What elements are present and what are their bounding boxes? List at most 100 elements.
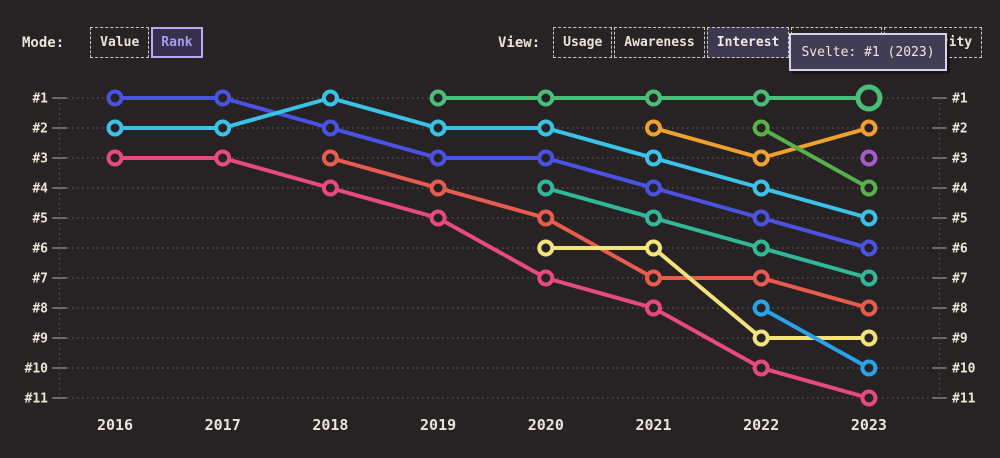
point-cyan-2018[interactable] bbox=[321, 89, 339, 107]
rank-label-right-#4: #4 bbox=[952, 182, 968, 197]
year-label-2016: 2016 bbox=[97, 416, 133, 434]
tooltip: Svelte: #1 (2023) bbox=[789, 33, 947, 71]
year-label-2020: 2020 bbox=[528, 416, 564, 434]
point-salmon-2018[interactable] bbox=[321, 149, 339, 167]
point-blue-2020[interactable] bbox=[537, 149, 555, 167]
rank-label-left-#10: #10 bbox=[25, 362, 49, 377]
point-blue-2021[interactable] bbox=[645, 179, 662, 197]
point-blue-2022[interactable] bbox=[752, 209, 770, 227]
view-option-awareness[interactable]: Awareness bbox=[614, 27, 705, 58]
rank-label-right-#8: #8 bbox=[952, 302, 968, 317]
point-teal-2022[interactable] bbox=[752, 239, 770, 257]
series-line-teal bbox=[543, 186, 871, 280]
rank-label-right-#6: #6 bbox=[952, 242, 968, 257]
rank-label-left-#5: #5 bbox=[32, 212, 48, 227]
point-blue-2019[interactable] bbox=[429, 149, 447, 167]
point-svelte-green-2023-highlighted[interactable] bbox=[855, 84, 883, 112]
rank-label-right-#1: #1 bbox=[952, 92, 968, 107]
rank-label-left-#1: #1 bbox=[32, 92, 48, 107]
point-pink-2021[interactable] bbox=[645, 299, 662, 317]
point-pink-2023[interactable] bbox=[860, 389, 878, 407]
point-salmon-2021[interactable] bbox=[645, 269, 662, 287]
rank-label-right-#11: #11 bbox=[952, 392, 976, 407]
point-salmon-2022[interactable] bbox=[752, 269, 770, 287]
rank-label-right-#10: #10 bbox=[952, 362, 976, 377]
point-blue-2023[interactable] bbox=[860, 239, 878, 257]
rank-label-left-#6: #6 bbox=[32, 242, 48, 257]
point-pink-2016[interactable] bbox=[106, 149, 124, 167]
mode-option-value[interactable]: Value bbox=[90, 27, 150, 58]
mode-toggle: Mode: Value Rank bbox=[22, 27, 203, 58]
year-label-2017: 2017 bbox=[205, 416, 241, 434]
rank-label-left-#4: #4 bbox=[32, 182, 48, 197]
rank-label-left-#3: #3 bbox=[32, 152, 48, 167]
point-yellow-2022[interactable] bbox=[752, 329, 770, 347]
view-label: View: bbox=[498, 34, 541, 51]
rank-label-right-#5: #5 bbox=[952, 212, 968, 227]
point-blue-2016[interactable] bbox=[106, 89, 124, 107]
point-cyan-2023[interactable] bbox=[860, 209, 878, 227]
point-amber-2022[interactable] bbox=[752, 149, 770, 167]
series-line-salmon bbox=[328, 156, 871, 310]
view-option-usage[interactable]: Usage bbox=[553, 27, 613, 58]
point-teal-2021[interactable] bbox=[645, 209, 662, 227]
point-azure-2022[interactable] bbox=[752, 299, 770, 317]
view-option-interest[interactable]: Interest bbox=[706, 27, 790, 58]
point-purple-2023[interactable] bbox=[860, 149, 878, 167]
rank-label-right-#3: #3 bbox=[952, 152, 968, 167]
point-teal-2020[interactable] bbox=[537, 179, 555, 197]
point-pink-2018[interactable] bbox=[321, 179, 339, 197]
point-apple-green-2022[interactable] bbox=[752, 119, 770, 137]
point-pink-2019[interactable] bbox=[429, 209, 447, 227]
point-yellow-2023[interactable] bbox=[860, 329, 878, 347]
point-salmon-2023[interactable] bbox=[860, 299, 878, 317]
series-line-apple-green bbox=[759, 126, 871, 190]
point-amber-2021[interactable] bbox=[645, 119, 662, 137]
point-yellow-2021[interactable] bbox=[645, 239, 662, 257]
point-teal-2023[interactable] bbox=[860, 269, 878, 287]
rank-label-right-#2: #2 bbox=[952, 122, 968, 137]
point-amber-2023[interactable] bbox=[860, 119, 878, 137]
series-line-azure bbox=[759, 306, 871, 370]
point-cyan-2020[interactable] bbox=[537, 119, 555, 137]
year-label-2022: 2022 bbox=[743, 416, 779, 434]
point-salmon-2019[interactable] bbox=[429, 179, 447, 197]
year-label-2021: 2021 bbox=[635, 416, 671, 434]
mode-buttons: Value Rank bbox=[90, 27, 203, 58]
point-svelte-green-2021[interactable] bbox=[645, 89, 662, 107]
point-pink-2017[interactable] bbox=[214, 149, 232, 167]
series-line-cyan bbox=[113, 96, 871, 220]
point-blue-2017[interactable] bbox=[214, 89, 232, 107]
mode-option-rank[interactable]: Rank bbox=[151, 27, 203, 58]
mode-label: Mode: bbox=[22, 34, 65, 51]
point-cyan-2021[interactable] bbox=[645, 149, 662, 167]
tooltip-text: Svelte: #1 (2023) bbox=[801, 44, 935, 60]
point-blue-2018[interactable] bbox=[321, 119, 339, 137]
point-cyan-2016[interactable] bbox=[106, 119, 124, 137]
point-svelte-green-2019[interactable] bbox=[429, 89, 447, 107]
point-yellow-2020[interactable] bbox=[537, 239, 555, 257]
point-cyan-2019[interactable] bbox=[429, 119, 447, 137]
series-line-pink bbox=[113, 156, 871, 400]
point-pink-2020[interactable] bbox=[537, 269, 555, 287]
rank-label-right-#7: #7 bbox=[952, 272, 968, 287]
point-apple-green-2023[interactable] bbox=[860, 179, 878, 197]
series-line-blue bbox=[113, 96, 871, 250]
point-svelte-green-2022[interactable] bbox=[752, 89, 770, 107]
point-cyan-2017[interactable] bbox=[214, 119, 232, 137]
year-label-2019: 2019 bbox=[420, 416, 456, 434]
rank-label-left-#8: #8 bbox=[32, 302, 48, 317]
point-azure-2023[interactable] bbox=[860, 359, 878, 377]
point-svelte-green-2020[interactable] bbox=[537, 89, 555, 107]
rank-label-left-#2: #2 bbox=[32, 122, 48, 137]
point-pink-2022[interactable] bbox=[752, 359, 770, 377]
rank-label-left-#11: #11 bbox=[25, 392, 49, 407]
point-cyan-2022[interactable] bbox=[752, 179, 770, 197]
rank-label-right-#9: #9 bbox=[952, 332, 968, 347]
point-salmon-2020[interactable] bbox=[537, 209, 555, 227]
rank-label-left-#9: #9 bbox=[32, 332, 48, 347]
year-label-2023: 2023 bbox=[851, 416, 887, 434]
year-label-2018: 2018 bbox=[312, 416, 348, 434]
